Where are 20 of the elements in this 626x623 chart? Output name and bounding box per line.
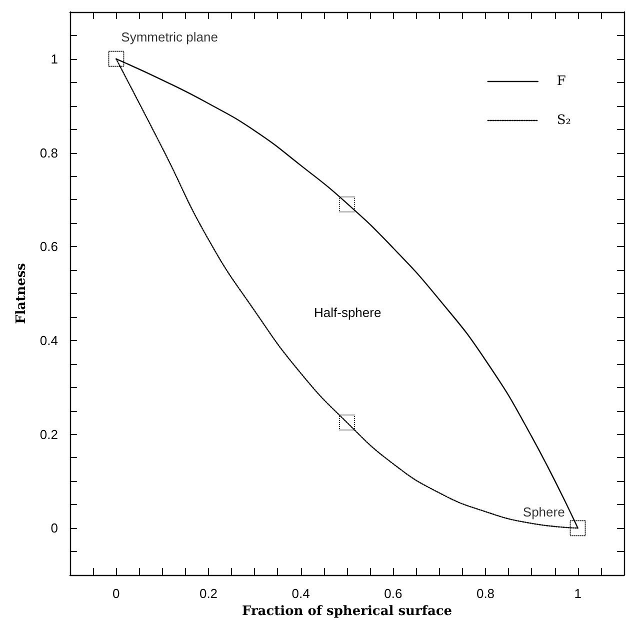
x-tick-label: 0.2 <box>199 586 218 601</box>
annotation: Sphere <box>522 504 565 520</box>
y-tick-label: 1 <box>50 51 58 66</box>
x-tick-label: 1 <box>574 586 582 601</box>
legend-label: F <box>556 74 566 89</box>
y-tick-label: 0.4 <box>40 332 58 348</box>
x-tick-label: 0 <box>112 586 120 601</box>
point <box>339 196 355 212</box>
y-axis-title: Flatness <box>14 263 29 324</box>
y-tick-label: 0.6 <box>40 239 58 254</box>
y-tick-label: 0.8 <box>40 145 58 160</box>
y-tick-label: 0 <box>50 520 58 536</box>
legend-label: S₂ <box>556 113 572 128</box>
annotation: Symmetric plane <box>121 29 218 44</box>
x-tick-label: 0.4 <box>292 586 310 601</box>
x-tick-label: 0.8 <box>476 586 495 601</box>
x-tick-label: 0.6 <box>384 586 402 601</box>
annotation: Half-sphere <box>314 305 382 320</box>
y-tick-label: 0.2 <box>40 426 58 442</box>
x-axis-title: Fraction of spherical surface <box>242 604 452 619</box>
